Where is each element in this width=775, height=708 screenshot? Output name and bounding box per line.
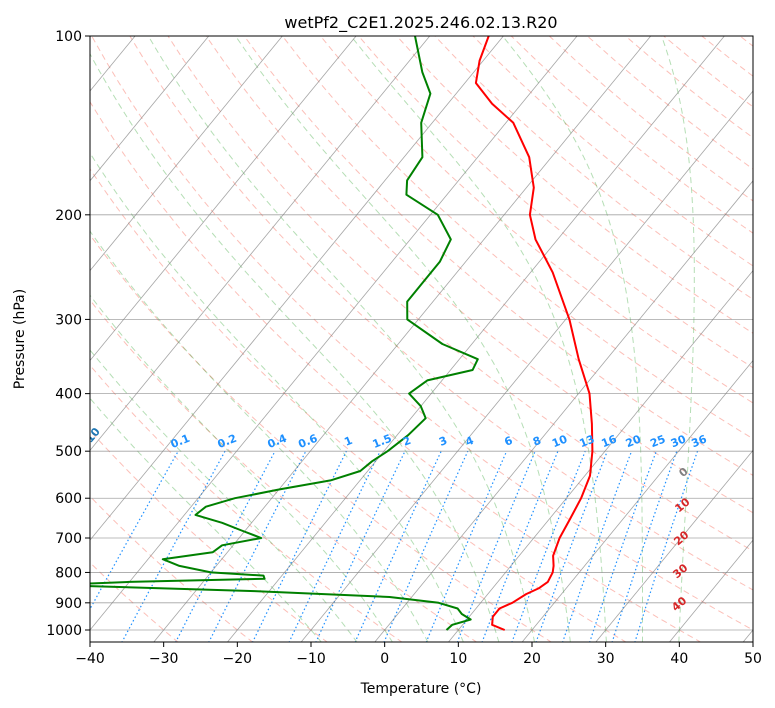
dry-adiabat-line xyxy=(91,36,753,631)
plot-frame xyxy=(89,35,754,643)
moist-adiabat-line xyxy=(502,36,643,642)
mixing-ratio-label: 25 xyxy=(648,432,667,450)
x-tick-label: 0 xyxy=(380,651,389,667)
isotherm-line xyxy=(668,539,753,642)
dry-adiabat-line xyxy=(90,561,179,642)
isotherm-line xyxy=(90,36,283,272)
mixing-ratio-line xyxy=(252,450,347,642)
moist-adiabat-line xyxy=(90,52,500,642)
mixing-ratio-label: 13 xyxy=(577,432,596,450)
y-axis-ticks: 1000 900 800 700 600 500 400 300 200 100 xyxy=(46,29,90,639)
isotherm-line xyxy=(90,36,431,451)
mixing-ratio-line xyxy=(383,450,469,642)
temperature-profile-line xyxy=(474,36,594,631)
isotherm-line xyxy=(90,36,578,631)
isotherm-line xyxy=(153,36,652,642)
isotherm-line xyxy=(90,36,210,182)
y-tick-label: 400 xyxy=(55,387,82,403)
y-tick-label: 300 xyxy=(55,312,82,328)
chart-title: wetPf2_C2E1.2025.246.02.13.R20 xyxy=(284,13,557,33)
dry-adiabat-line xyxy=(129,36,753,591)
dry-adiabat-line xyxy=(90,429,328,642)
dry-adiabat-line xyxy=(434,36,753,300)
mixing-ratio-label: 36 xyxy=(690,432,709,450)
isotherm-line xyxy=(374,180,753,642)
mixing-ratio-label: 3 xyxy=(437,434,449,449)
mixing-ratio-label: 16 xyxy=(600,432,619,450)
y-tick-label: 700 xyxy=(55,531,82,547)
dry-adiabat-line xyxy=(320,36,753,404)
moist-adiabat-line xyxy=(235,36,571,642)
mixing-ratio-label: 8 xyxy=(531,434,543,449)
x-tick-label: 20 xyxy=(523,651,541,667)
y-tick-label: 100 xyxy=(55,29,82,45)
y-tick-label: 1000 xyxy=(46,623,82,639)
mixing-ratio-line xyxy=(175,450,276,642)
moist-adiabat-line xyxy=(90,230,429,642)
moist-adiabat-line xyxy=(90,294,394,642)
mixing-ratio-line xyxy=(425,450,508,642)
mixing-ratio-label: 2 xyxy=(401,434,413,449)
isotherm-line xyxy=(90,36,504,541)
dry-adiabat-line xyxy=(90,100,702,642)
dry-adiabat-line xyxy=(90,364,403,642)
dry-adiabat-line xyxy=(90,168,627,642)
dry-adiabat-line xyxy=(167,36,753,552)
x-axis-ticks: −40 −30 −20 −10 0 10 20 30 40 50 xyxy=(75,642,762,667)
x-tick-label: −20 xyxy=(223,651,253,667)
mixing-ratio-label: 10 xyxy=(550,432,569,450)
isotherm-line xyxy=(521,359,753,642)
y-tick-label: 200 xyxy=(55,208,82,224)
x-tick-label: 40 xyxy=(670,651,688,667)
dry-adiabat-line xyxy=(243,36,753,476)
x-tick-label: −10 xyxy=(296,651,326,667)
mixing-ratio-line xyxy=(562,450,633,642)
moist-adiabat-line xyxy=(147,36,536,642)
mixing-ratio-line xyxy=(456,450,536,642)
y-tick-label: 600 xyxy=(55,491,82,507)
isotherm-line xyxy=(595,449,753,642)
sounding-profiles xyxy=(90,36,594,631)
x-tick-label: 50 xyxy=(744,651,762,667)
y-tick-label: 800 xyxy=(55,565,82,581)
dry-adiabat-line xyxy=(90,233,552,642)
y-tick-label: 900 xyxy=(55,596,82,612)
mixing-ratio-label: 20 xyxy=(624,432,643,450)
mixing-ratio-label: 1 xyxy=(342,434,354,449)
mixing-ratio-line xyxy=(634,451,699,642)
dry-adiabat-line xyxy=(282,36,753,440)
x-tick-label: 10 xyxy=(449,651,467,667)
dewpoint-profile-line xyxy=(90,36,479,631)
x-tick-label: −40 xyxy=(75,651,105,667)
mixing-ratio-line xyxy=(481,450,559,642)
y-tick-label: 500 xyxy=(55,444,82,460)
grid-lines xyxy=(90,36,753,642)
moist-adiabat-line xyxy=(90,349,358,642)
isotherm-line xyxy=(226,36,725,642)
mixing-ratio-line xyxy=(535,450,608,642)
x-axis-label: Temperature (°C) xyxy=(360,681,482,697)
mixing-ratio-line xyxy=(511,450,586,642)
mixing-ratio-label: 30 xyxy=(669,432,688,450)
moist-adiabat-line xyxy=(90,397,322,642)
isotherm-line xyxy=(447,270,753,642)
isotherm-line xyxy=(90,36,357,362)
isotherm-line xyxy=(300,90,753,642)
moist-adiabat-line xyxy=(661,36,695,642)
x-tick-label: 30 xyxy=(597,651,615,667)
moist-adiabat-line xyxy=(90,152,464,642)
mixing-ratio-line xyxy=(589,450,657,642)
mixing-ratio-line xyxy=(90,450,179,611)
mixing-ratio-line xyxy=(611,450,678,642)
x-tick-label: −30 xyxy=(149,651,179,667)
y-axis-label: Pressure (hPa) xyxy=(12,289,28,389)
